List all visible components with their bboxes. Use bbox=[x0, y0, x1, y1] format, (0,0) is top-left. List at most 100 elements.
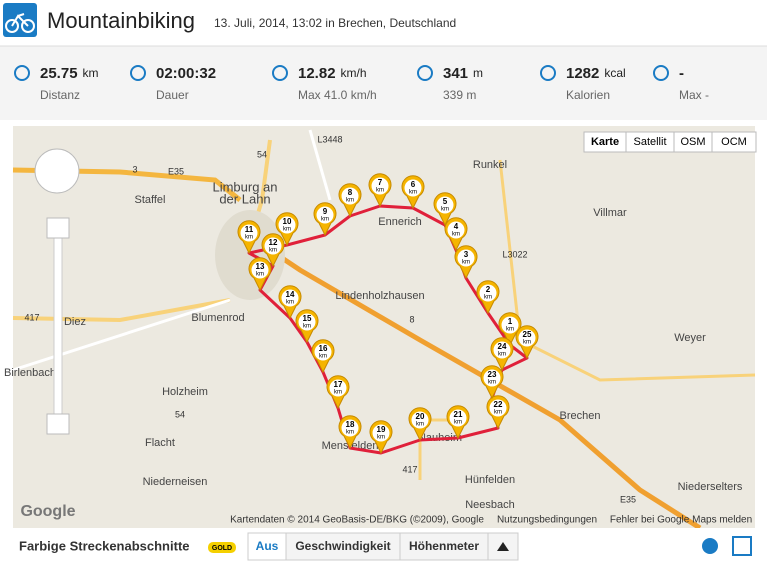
road-label: 3 bbox=[132, 164, 137, 174]
km-pin-inner bbox=[457, 249, 475, 267]
road-label: 54 bbox=[175, 409, 185, 419]
icon-part bbox=[21, 19, 35, 33]
km-pin-inner bbox=[314, 343, 332, 361]
stats-bg bbox=[0, 46, 767, 120]
km-number: 19 bbox=[377, 425, 386, 434]
km-number: 16 bbox=[319, 344, 328, 353]
km-number: 1 bbox=[508, 317, 513, 326]
km-unit: km bbox=[377, 435, 385, 441]
bike-icon bbox=[3, 3, 37, 37]
km-unit: km bbox=[506, 327, 514, 333]
km-number: 6 bbox=[411, 180, 416, 189]
km-unit: km bbox=[303, 324, 311, 330]
km-pin-inner bbox=[447, 221, 465, 239]
header-bg bbox=[0, 0, 767, 46]
km-number: 4 bbox=[454, 222, 459, 231]
km-pin-inner bbox=[298, 313, 316, 331]
km-unit: km bbox=[283, 227, 291, 233]
route bbox=[247, 204, 529, 455]
stat-unit: kcal bbox=[604, 66, 625, 80]
km-unit: km bbox=[484, 295, 492, 301]
place-label: Blumenrod bbox=[191, 312, 244, 324]
km-pin-inner bbox=[404, 179, 422, 197]
pan-control[interactable] bbox=[34, 148, 80, 194]
road-label: L3448 bbox=[317, 134, 342, 144]
fullscreen-icon[interactable] bbox=[732, 536, 752, 556]
km-unit: km bbox=[462, 260, 470, 266]
km-number: 8 bbox=[348, 188, 353, 197]
km-pin-inner bbox=[240, 224, 258, 242]
stat-value: 1282 kcal bbox=[566, 65, 626, 82]
zoom-track bbox=[53, 227, 63, 425]
place-label: Limburg an bbox=[212, 179, 277, 194]
map-type-label: OCM bbox=[721, 136, 747, 148]
place-label: Niederselters bbox=[678, 481, 743, 493]
km-pin-inner bbox=[411, 411, 429, 429]
km-pin-inner bbox=[483, 369, 501, 387]
km-pin-inner bbox=[341, 419, 359, 437]
place-label: Birlenbach bbox=[4, 367, 56, 379]
km-unit: km bbox=[498, 352, 506, 358]
km-pin-inner bbox=[371, 177, 389, 195]
subtitle: 13. Juli, 2014, 13:02 in Brechen, Deutsc… bbox=[214, 16, 456, 30]
place-label: Villmar bbox=[593, 207, 627, 219]
badge bbox=[208, 542, 236, 553]
zoom-in[interactable] bbox=[46, 217, 70, 239]
km-unit: km bbox=[409, 190, 417, 196]
km-number: 17 bbox=[334, 380, 343, 389]
badge-text: GOLD bbox=[212, 545, 232, 552]
stat-icon bbox=[417, 65, 433, 81]
settings-icon[interactable] bbox=[702, 538, 718, 554]
stat-value: 341 m bbox=[443, 65, 483, 82]
km-number: 7 bbox=[378, 178, 383, 187]
km-pin-inner bbox=[264, 237, 282, 255]
km-unit: km bbox=[416, 422, 424, 428]
toggle-label: Aus bbox=[256, 539, 279, 553]
zoom-out[interactable] bbox=[46, 413, 70, 435]
road-label: 417 bbox=[402, 464, 417, 474]
place-label: Staffel bbox=[135, 194, 166, 206]
map-type-label: Karte bbox=[591, 136, 619, 148]
stat-value: 12.82 km/h bbox=[298, 65, 367, 82]
km-unit: km bbox=[319, 354, 327, 360]
place-label: Niederneisen bbox=[143, 476, 208, 488]
km-pin-inner bbox=[489, 399, 507, 417]
km-unit: km bbox=[452, 232, 460, 238]
km-unit: km bbox=[245, 235, 253, 241]
km-unit: km bbox=[494, 410, 502, 416]
toggle-button[interactable] bbox=[399, 532, 489, 561]
stat-icon bbox=[540, 65, 556, 81]
km-number: 21 bbox=[454, 410, 463, 419]
icon-part bbox=[11, 13, 29, 27]
place-label: Lindenholzhausen bbox=[335, 290, 424, 302]
km-number: 20 bbox=[416, 412, 425, 421]
map-attribution: Kartendaten © 2014 GeoBasis-DE/BKG (©200… bbox=[230, 515, 484, 526]
road-label: E35 bbox=[168, 166, 184, 176]
stat-unit: m bbox=[473, 66, 483, 80]
km-unit: km bbox=[441, 207, 449, 213]
stat-value: - bbox=[679, 65, 684, 82]
map-terms[interactable]: Nutzungsbedingungen bbox=[497, 515, 597, 526]
stat-unit: km bbox=[83, 66, 99, 80]
km-unit: km bbox=[523, 340, 531, 346]
map-type-button[interactable] bbox=[711, 131, 757, 153]
place-label: Flacht bbox=[145, 437, 175, 449]
stat-value-text: - bbox=[679, 65, 684, 82]
stat-label: Distanz bbox=[40, 88, 80, 102]
toggle-label: Höhenmeter bbox=[409, 539, 479, 553]
km-pin-inner bbox=[341, 187, 359, 205]
stat-value-text: 12.82 bbox=[298, 65, 336, 82]
road-label: E35 bbox=[620, 494, 636, 504]
km-unit: km bbox=[286, 300, 294, 306]
stat-value-text: 1282 bbox=[566, 65, 599, 82]
road bbox=[308, 129, 332, 201]
stat-label: Dauer bbox=[156, 88, 189, 102]
map-report[interactable]: Fehler bei Google Maps melden bbox=[610, 515, 752, 526]
km-pin-inner bbox=[278, 216, 296, 234]
km-pin-inner bbox=[436, 196, 454, 214]
place-label: Ennerich bbox=[378, 216, 421, 228]
stat-value-text: 25.75 bbox=[40, 65, 78, 82]
toggle-button[interactable] bbox=[285, 532, 401, 561]
